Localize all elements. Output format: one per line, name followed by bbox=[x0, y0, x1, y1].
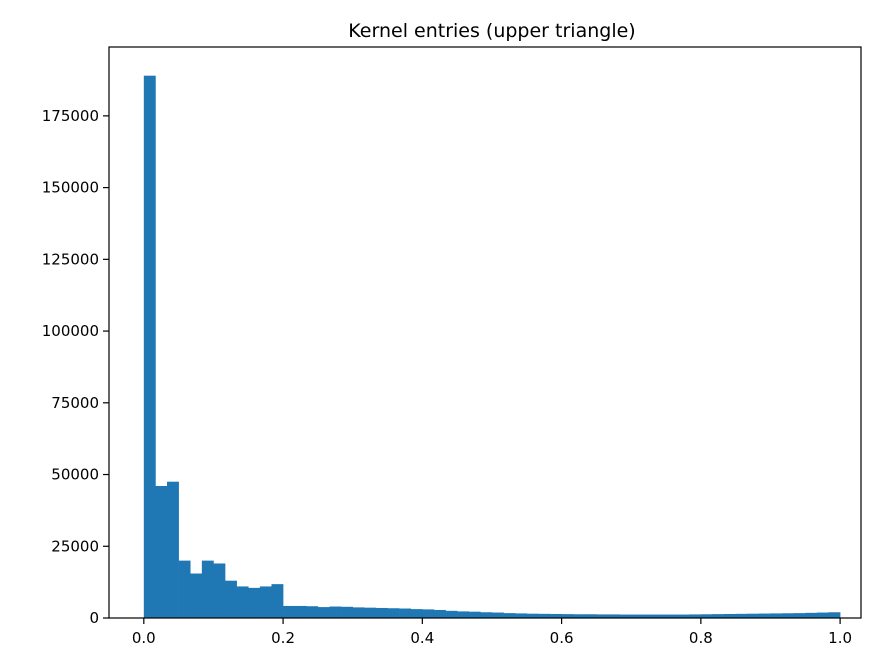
histogram-bar bbox=[457, 611, 470, 618]
histogram-bar bbox=[689, 614, 702, 618]
y-tick-label: 25000 bbox=[51, 537, 99, 555]
histogram-bar bbox=[178, 560, 191, 618]
y-tick-label: 100000 bbox=[42, 322, 99, 340]
histogram-bar bbox=[828, 612, 841, 618]
y-tick-label: 150000 bbox=[42, 179, 99, 197]
histogram-bar bbox=[712, 614, 725, 618]
histogram-bar bbox=[271, 584, 284, 618]
histogram-bar bbox=[654, 614, 667, 618]
histogram-bar bbox=[700, 614, 713, 618]
plot-frame bbox=[108, 46, 862, 619]
histogram-bar bbox=[248, 587, 261, 618]
histogram-bar bbox=[155, 486, 168, 618]
histogram-bar bbox=[283, 605, 295, 618]
histogram-bar bbox=[608, 614, 620, 618]
histogram-bar bbox=[491, 612, 504, 618]
histogram-bar bbox=[341, 606, 354, 618]
histogram-bar bbox=[329, 606, 342, 618]
y-tick-label: 175000 bbox=[42, 107, 99, 125]
x-tick-label: 1.0 bbox=[828, 629, 852, 647]
y-tick-label: 125000 bbox=[42, 250, 99, 268]
histogram-bar bbox=[259, 586, 272, 618]
histogram-bar bbox=[364, 607, 377, 618]
histogram-bar bbox=[642, 614, 655, 618]
histogram-bar bbox=[724, 613, 736, 618]
histogram-bar bbox=[422, 609, 435, 618]
histogram-bar bbox=[387, 608, 400, 618]
histogram-bar bbox=[433, 609, 446, 618]
histogram-bar bbox=[584, 614, 597, 618]
y-axis: 0 25000 50000 75000 100000 125000 150000 175000 bbox=[42, 107, 109, 627]
x-tick-label: 0.0 bbox=[132, 629, 156, 647]
histogram-bar bbox=[410, 609, 423, 618]
histogram-bar bbox=[816, 612, 829, 618]
histogram-bar bbox=[236, 586, 249, 618]
histogram-bar bbox=[317, 607, 330, 618]
histogram-bar bbox=[782, 613, 794, 618]
histogram-bar bbox=[549, 613, 562, 618]
histogram-bar bbox=[735, 613, 748, 618]
histogram-bar bbox=[770, 613, 783, 618]
y-tick-label: 0 bbox=[89, 609, 99, 627]
x-tick-label: 0.8 bbox=[689, 629, 713, 647]
histogram-bar bbox=[225, 580, 237, 618]
x-tick-label: 0.2 bbox=[271, 629, 295, 647]
histogram-bar bbox=[352, 607, 365, 618]
histogram-bar bbox=[538, 613, 551, 618]
histogram-bar bbox=[167, 481, 179, 618]
x-axis: 0.0 0.2 0.4 0.6 0.8 1.0 bbox=[132, 618, 852, 647]
histogram-bars bbox=[143, 75, 841, 618]
histogram-bar bbox=[596, 614, 609, 618]
x-tick-label: 0.4 bbox=[410, 629, 434, 647]
x-tick-label: 0.6 bbox=[550, 629, 574, 647]
histogram-bar bbox=[758, 613, 771, 618]
histogram-bar bbox=[399, 608, 412, 618]
histogram-bar bbox=[143, 75, 156, 618]
histogram-bar bbox=[294, 605, 307, 618]
histogram-bar bbox=[619, 614, 632, 618]
histogram-bar bbox=[666, 614, 678, 618]
histogram-bar bbox=[468, 611, 481, 618]
histogram-bar bbox=[515, 613, 528, 618]
histogram-bar bbox=[190, 573, 203, 618]
histogram-bar bbox=[747, 613, 760, 618]
histogram-bar bbox=[503, 613, 516, 618]
histogram-bar bbox=[526, 613, 539, 618]
histogram-bar bbox=[573, 614, 586, 618]
histogram-bar bbox=[201, 560, 214, 618]
histogram-bar bbox=[445, 610, 458, 618]
y-tick-label: 50000 bbox=[51, 466, 99, 484]
histogram-bar bbox=[805, 612, 818, 618]
histogram-bar bbox=[213, 563, 226, 618]
histogram-bar bbox=[631, 614, 644, 618]
histogram-bar bbox=[306, 606, 319, 618]
histogram-bar bbox=[793, 613, 806, 618]
histogram-bar bbox=[561, 614, 574, 618]
y-tick-label: 75000 bbox=[51, 394, 99, 412]
chart-title: Kernel entries (upper triangle) bbox=[348, 20, 635, 42]
histogram-bar bbox=[375, 607, 388, 618]
histogram-bar bbox=[677, 614, 690, 618]
histogram-bar bbox=[480, 612, 493, 618]
